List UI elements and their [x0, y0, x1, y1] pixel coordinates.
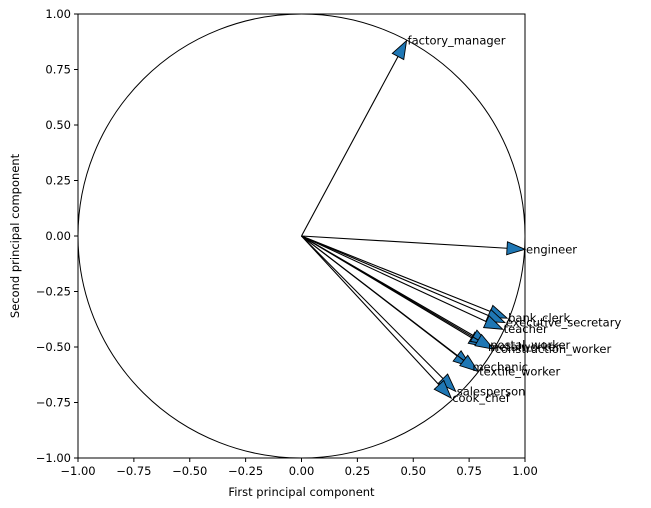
x-tick-label: 0.00 — [289, 464, 315, 478]
y-tick-label: 0.75 — [45, 63, 71, 77]
x-tick-label: 1.00 — [512, 464, 538, 478]
y-axis-ticks: −1.00 −0.75 −0.50 −0.25 0.00 0.25 0.50 0.75 1.00 — [36, 7, 78, 465]
x-axis-ticks: −1.00 −0.75 −0.50 −0.25 0.00 0.25 0.50 0.75 1.00 — [60, 458, 538, 478]
vector-label: bank_clerk — [508, 311, 570, 325]
vector-arrowhead — [474, 333, 495, 350]
vector-arrowhead — [482, 315, 504, 330]
y-tick-label: −1.00 — [36, 451, 71, 465]
y-tick-label: 1.00 — [45, 7, 71, 21]
vector-label: teacher — [504, 322, 548, 336]
vector-shaft — [301, 235, 440, 386]
y-tick-label: 0.25 — [45, 174, 71, 188]
vector-label: metalworker — [488, 340, 561, 354]
vector-shaft — [301, 56, 399, 237]
x-tick-label: −0.25 — [228, 464, 263, 478]
vector-shaft — [301, 235, 479, 341]
vector-label-layer: factory_manager engineer bank_clerkexecuti… — [408, 34, 622, 405]
x-tick-label: 0.50 — [400, 464, 426, 478]
vector-shaft — [301, 235, 489, 317]
vector-layer — [301, 39, 527, 400]
vector-label: executive_secretary — [506, 316, 622, 330]
vector-label: construction_worker — [495, 342, 612, 356]
y-tick-label: 0.50 — [45, 118, 71, 132]
vector-arrowhead — [391, 39, 408, 61]
vector-shaft — [301, 235, 465, 361]
vector-shaft — [301, 235, 487, 323]
x-tick-label: 0.75 — [456, 464, 482, 478]
x-axis-title: First principal component — [228, 485, 375, 499]
x-tick-label: 0.25 — [345, 464, 371, 478]
vector-arrowhead — [433, 379, 453, 400]
vector-label: engineer — [526, 242, 577, 256]
y-tick-label: 0.00 — [45, 229, 71, 243]
vector-label: cook_chef — [452, 391, 510, 405]
vector-shaft — [301, 235, 444, 380]
y-tick-label: −0.25 — [36, 285, 71, 299]
vector-arrowhead — [506, 241, 527, 256]
vector-label: mechanic — [472, 360, 528, 374]
vector-label: postal_worker — [490, 338, 570, 352]
x-tick-label: −0.75 — [116, 464, 151, 478]
vector-arrowhead — [459, 354, 480, 373]
vector-label: factory_manager — [408, 34, 506, 48]
vector-shaft — [301, 235, 508, 249]
vector-label: textile_worker — [479, 364, 560, 378]
vector-shaft — [301, 235, 491, 312]
x-tick-label: −1.00 — [60, 464, 95, 478]
vector-label: salesperson — [457, 384, 526, 398]
y-tick-label: −0.50 — [36, 340, 71, 354]
y-tick-label: −0.75 — [36, 396, 71, 410]
y-axis-title: Second principal component — [8, 153, 22, 318]
x-tick-label: −0.50 — [172, 464, 207, 478]
